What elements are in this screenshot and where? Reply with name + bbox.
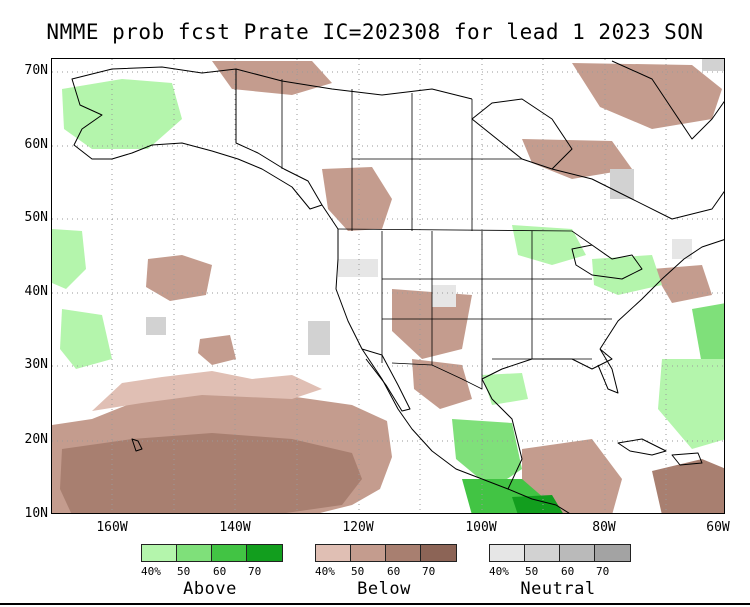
above-region-midwest bbox=[512, 225, 586, 265]
legend-above-swatch-50 bbox=[177, 545, 212, 561]
legend-neutral-tick: 50 bbox=[525, 565, 539, 578]
legend-neutral-swatch-40 bbox=[490, 545, 525, 561]
labrador bbox=[551, 168, 724, 220]
west-coast bbox=[321, 204, 570, 513]
above-region-atlantic-outer bbox=[658, 359, 724, 449]
below-region-hawaii-core bbox=[60, 433, 362, 513]
legend-neutral-tick: 60 bbox=[561, 565, 575, 578]
greenland bbox=[611, 60, 724, 140]
legend-above-swatch-70 bbox=[247, 545, 282, 561]
canada-provinces bbox=[281, 79, 522, 231]
legend-below-swatch-40 bbox=[316, 545, 351, 561]
hawaii-islands bbox=[131, 438, 143, 452]
below-region-mexico bbox=[412, 359, 472, 409]
lat-label-50n: 50N bbox=[24, 210, 48, 225]
hudson-bay bbox=[471, 98, 573, 170]
above-region-pacific-west bbox=[52, 229, 86, 289]
above-region-pacific-tropical-core bbox=[512, 495, 563, 513]
below-region-caribbean-east bbox=[652, 459, 724, 513]
legend-below-tick: 50 bbox=[351, 565, 365, 578]
legend-neutral-swatch-60 bbox=[560, 545, 595, 561]
forecast-map bbox=[51, 58, 725, 514]
legend-below-swatch-50 bbox=[351, 545, 386, 561]
above-region-pacific-sw bbox=[60, 309, 112, 369]
legend-below-name: Below bbox=[357, 579, 411, 599]
below-region-pacific-mid bbox=[146, 255, 212, 301]
below-region-canada-west bbox=[322, 167, 392, 231]
neutral-patch bbox=[146, 317, 166, 335]
lat-label-70n: 70N bbox=[24, 63, 48, 78]
above-region-great-lakes bbox=[592, 255, 662, 295]
legend-below-tick: 70 bbox=[422, 565, 436, 578]
lat-label-30n: 30N bbox=[24, 357, 48, 372]
lon-label-140w: 140W bbox=[219, 520, 251, 535]
above-region-bering bbox=[62, 79, 182, 149]
us-mexico-border bbox=[391, 362, 483, 390]
lat-label-40n: 40N bbox=[24, 284, 48, 299]
map-title: NMME prob fcst Prate IC=202308 for lead … bbox=[46, 20, 704, 44]
above-normal-regions bbox=[52, 79, 724, 513]
legend-above-colorbar bbox=[141, 544, 283, 562]
neutral-patch bbox=[308, 321, 330, 355]
east-coast bbox=[599, 239, 724, 350]
neutral-patch bbox=[672, 239, 692, 259]
legend-above-swatch-60 bbox=[212, 545, 247, 561]
graticule bbox=[52, 59, 724, 513]
below-region-arctic-east bbox=[572, 63, 722, 129]
arctic-coast bbox=[235, 68, 473, 100]
legend-below-colorbar bbox=[315, 544, 457, 562]
neutral-patch bbox=[338, 259, 378, 277]
legend-above-tick: 60 bbox=[213, 565, 227, 578]
bottom-rule bbox=[0, 603, 750, 605]
canada-us-border bbox=[337, 228, 593, 246]
lat-label-10n: 10N bbox=[24, 506, 48, 521]
lat-label-60n: 60N bbox=[24, 137, 48, 152]
legend-below-swatch-70 bbox=[421, 545, 456, 561]
political-borders bbox=[235, 69, 612, 390]
legend-neutral-colorbar bbox=[489, 544, 631, 562]
lon-label-60w: 60W bbox=[706, 520, 730, 535]
neutral-patch bbox=[432, 285, 456, 307]
legend-above-swatch-40 bbox=[142, 545, 177, 561]
below-region-hawaii-outer bbox=[92, 371, 322, 411]
hispaniola bbox=[671, 452, 703, 466]
legend-neutral-swatch-50 bbox=[525, 545, 560, 561]
legend-above-tick: 70 bbox=[248, 565, 262, 578]
above-region-gulf bbox=[482, 373, 528, 405]
legend-above-tick: 40% bbox=[141, 565, 161, 578]
legend-above-tick: 50 bbox=[177, 565, 191, 578]
cuba bbox=[617, 438, 667, 456]
above-region-atlantic bbox=[692, 303, 724, 365]
legend-below-swatch-60 bbox=[386, 545, 421, 561]
lon-label-100w: 100W bbox=[465, 520, 497, 535]
lon-label-160w: 160W bbox=[96, 520, 128, 535]
great-lakes bbox=[571, 244, 643, 280]
legend-neutral-tick: 40% bbox=[489, 565, 509, 578]
legend-neutral-name: Neutral bbox=[520, 579, 596, 599]
baja bbox=[361, 348, 411, 412]
below-region-central-america bbox=[522, 439, 622, 513]
us-states bbox=[381, 231, 612, 389]
legend-neutral-tick: 70 bbox=[596, 565, 610, 578]
neutral-regions bbox=[146, 59, 724, 355]
lon-label-80w: 80W bbox=[592, 520, 616, 535]
neutral-patch bbox=[702, 59, 724, 71]
legend-neutral-swatch-70 bbox=[595, 545, 630, 561]
florida bbox=[597, 348, 619, 394]
legend-below-tick: 60 bbox=[387, 565, 401, 578]
legend-above-name: Above bbox=[183, 579, 237, 599]
below-region-pacific-small bbox=[198, 335, 236, 365]
lon-label-120w: 120W bbox=[342, 520, 374, 535]
lat-label-20n: 20N bbox=[24, 432, 48, 447]
legend-below-tick: 40% bbox=[315, 565, 335, 578]
above-region-mexico-south bbox=[452, 419, 522, 489]
